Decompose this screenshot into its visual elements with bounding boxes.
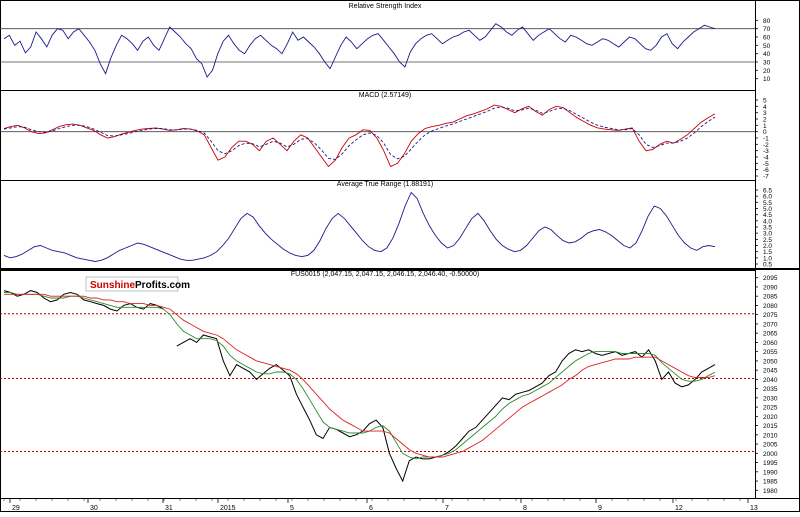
x-tick-label: 5 bbox=[290, 505, 294, 512]
y-tick-label: 2040 bbox=[763, 377, 778, 384]
series-line-1 bbox=[4, 292, 716, 460]
y-tick-label: 2010 bbox=[763, 432, 778, 439]
panel-frame-3 bbox=[0, 270, 756, 499]
x-tick-label: 7 bbox=[445, 505, 449, 512]
y-tick-label: 0.5 bbox=[763, 262, 772, 269]
y-tick-label: 1 bbox=[763, 123, 767, 130]
y-tick-label: 2 bbox=[763, 117, 767, 124]
panel-frame-1 bbox=[0, 90, 756, 181]
price-panel: FUS0015 (2,047.15, 2,047.15, 2,046.15, 2… bbox=[0, 271, 778, 512]
series-line-2 bbox=[4, 293, 716, 458]
y-tick-label: -3 bbox=[763, 148, 769, 155]
y-tick-label: 2050 bbox=[763, 358, 778, 365]
y-tick-label: 5.0 bbox=[763, 206, 772, 213]
y-tick-label: 30 bbox=[763, 60, 771, 67]
series-line-0 bbox=[3, 290, 716, 483]
rsi-title: Relative Strength Index bbox=[349, 3, 422, 10]
y-tick-label: 2075 bbox=[763, 312, 778, 319]
y-tick-label: 1990 bbox=[763, 469, 778, 476]
y-tick-label: 6.5 bbox=[763, 188, 772, 195]
y-tick-label: 20 bbox=[763, 68, 771, 75]
y-tick-label: 1.0 bbox=[763, 255, 772, 262]
x-tick-label: 29 bbox=[12, 505, 20, 512]
x-tick-label: 6 bbox=[369, 505, 373, 512]
y-tick-label: 2070 bbox=[763, 321, 778, 328]
y-tick-label: 70 bbox=[763, 26, 771, 33]
y-tick-label: 5.5 bbox=[763, 200, 772, 207]
y-tick-label: 2035 bbox=[763, 386, 778, 393]
y-tick-label: 1980 bbox=[763, 488, 778, 495]
y-tick-label: 1995 bbox=[763, 460, 778, 467]
y-tick-label: 2060 bbox=[763, 340, 778, 347]
price-title: FUS0015 (2,047.15, 2,047.15, 2,046.15, 2… bbox=[291, 271, 479, 278]
x-tick-label: 31 bbox=[165, 505, 173, 512]
y-tick-label: 40 bbox=[763, 51, 771, 58]
y-tick-label: -2 bbox=[763, 142, 769, 149]
atr-title: Average True Range (1.88191) bbox=[337, 181, 433, 188]
y-tick-label: 60 bbox=[763, 35, 771, 42]
y-tick-label: 2045 bbox=[763, 368, 778, 375]
y-tick-label: 2015 bbox=[763, 423, 778, 430]
y-tick-label: 2005 bbox=[763, 442, 778, 449]
y-tick-label: 2030 bbox=[763, 395, 778, 402]
svg-text:SunshineProfits.com: SunshineProfits.com bbox=[90, 280, 190, 291]
y-tick-label: -4 bbox=[763, 155, 769, 162]
y-tick-label: 50 bbox=[763, 43, 771, 50]
x-tick-label: 12 bbox=[675, 505, 683, 512]
y-tick-label: -7 bbox=[763, 174, 769, 181]
panel-frame-2 bbox=[0, 180, 756, 269]
y-tick-label: 2025 bbox=[763, 405, 778, 412]
y-tick-label: 3 bbox=[763, 110, 767, 117]
logo-part-1: Sunshine bbox=[90, 280, 135, 291]
logo-part-2: Profits bbox=[135, 280, 167, 291]
y-tick-label: 2055 bbox=[763, 349, 778, 356]
y-tick-label: 2065 bbox=[763, 331, 778, 338]
series-line-1 bbox=[3, 106, 716, 160]
y-tick-label: 2085 bbox=[763, 294, 778, 301]
y-tick-label: 10 bbox=[763, 76, 771, 83]
y-tick-label: 3.0 bbox=[763, 231, 772, 238]
y-tick-label: 2020 bbox=[763, 414, 778, 421]
x-tick-label: 30 bbox=[90, 505, 98, 512]
logo-part-3: .com bbox=[167, 280, 190, 291]
macd-title: MACD (2.57149) bbox=[359, 92, 412, 99]
y-tick-label: 3.5 bbox=[763, 225, 772, 232]
y-tick-label: 4.5 bbox=[763, 212, 772, 219]
y-tick-label: 5 bbox=[763, 98, 767, 105]
y-tick-label: 4.0 bbox=[763, 218, 772, 225]
sunshine-profits-logo: SunshineProfits.com bbox=[85, 276, 190, 292]
series-line-0 bbox=[3, 104, 716, 168]
y-tick-label: 4 bbox=[763, 104, 767, 111]
x-tick-label: 2015 bbox=[220, 505, 236, 512]
y-tick-label: 2000 bbox=[763, 451, 778, 458]
series-line-0 bbox=[3, 191, 716, 262]
x-tick-label: 9 bbox=[598, 505, 602, 512]
y-tick-label: 0 bbox=[763, 129, 767, 136]
series-line-0 bbox=[3, 23, 716, 78]
y-tick-label: 6.0 bbox=[763, 194, 772, 201]
y-tick-label: 2095 bbox=[763, 275, 778, 282]
y-tick-label: 2.5 bbox=[763, 237, 772, 244]
y-tick-label: 80 bbox=[763, 18, 771, 25]
y-tick-label: 1.5 bbox=[763, 249, 772, 256]
y-tick-label: -1 bbox=[763, 136, 769, 143]
y-tick-label: -5 bbox=[763, 161, 769, 168]
y-tick-label: 1985 bbox=[763, 479, 778, 486]
y-tick-label: 2.0 bbox=[763, 243, 772, 250]
y-tick-label: 2080 bbox=[763, 303, 778, 310]
x-tick-label: 13 bbox=[750, 505, 758, 512]
y-tick-label: 2090 bbox=[763, 284, 778, 291]
y-tick-label: -6 bbox=[763, 167, 769, 174]
x-tick-label: 8 bbox=[523, 505, 527, 512]
atr-panel: Average True Range (1.88191) 6.56.05.55.… bbox=[3, 181, 772, 269]
